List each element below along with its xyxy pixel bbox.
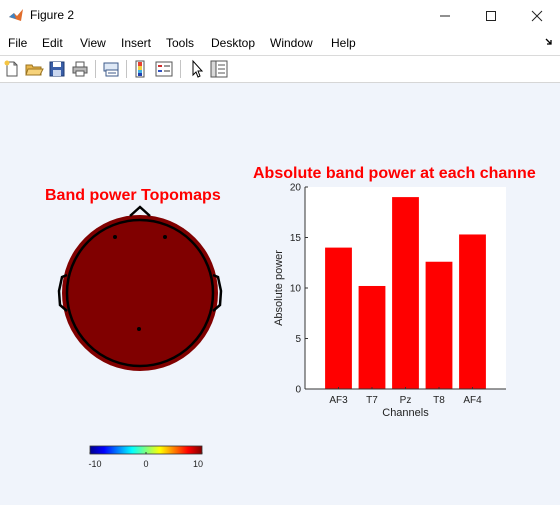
close-icon: [531, 10, 543, 21]
property-inspector-icon[interactable]: [209, 59, 229, 79]
figure-canvas: Band power Topomaps Absolute band power …: [0, 83, 560, 505]
toolbar: [0, 56, 560, 83]
window-title: Figure 2: [30, 8, 75, 22]
toolbar-separator: [95, 60, 96, 78]
toolbar-separator: [126, 60, 127, 78]
bar-af3: [325, 247, 352, 389]
bar-pz: [392, 197, 419, 389]
menu-help[interactable]: Help: [331, 36, 356, 50]
print-icon[interactable]: [70, 59, 90, 79]
menu-desktop[interactable]: Desktop: [211, 36, 256, 50]
bar-af4: [459, 234, 486, 389]
x-tick-label: Pz: [400, 395, 412, 406]
close-button[interactable]: [514, 0, 560, 31]
x-tick-label: AF4: [463, 395, 482, 406]
topomap-title: Band power Topomaps: [45, 187, 221, 204]
maximize-icon: [486, 10, 496, 21]
colorbar-tick-label: -10: [88, 459, 101, 469]
x-axis-label: Channels: [382, 407, 429, 419]
minimize-button[interactable]: [422, 0, 468, 31]
x-tick-label: T8: [433, 395, 445, 406]
bar-chart-title: Absolute band power at each channe: [253, 165, 536, 182]
bar-t8: [425, 261, 453, 389]
left-ear-outline: [57, 273, 68, 312]
bar-chart: AF3 T7 Pz T8 AF4 0 5 10 15 20 Absolute power Chan…: [273, 183, 506, 419]
edit-plot-icon[interactable]: [187, 59, 207, 79]
colorbar-icon[interactable]: [132, 59, 152, 79]
head-outline: [65, 218, 215, 368]
save-icon[interactable]: [47, 59, 67, 79]
y-tick-label: 5: [295, 334, 301, 345]
menu-tools[interactable]: Tools: [166, 36, 195, 50]
open-file-icon[interactable]: [24, 59, 44, 79]
menu-bar: File Edit View Insert Tools Desktop Wind…: [0, 31, 560, 56]
electrode-pz: [137, 327, 141, 331]
menu-file[interactable]: File: [8, 36, 28, 50]
colorbar-tick-label: 10: [193, 459, 203, 469]
new-figure-icon[interactable]: [2, 59, 22, 79]
minimize-icon: [440, 15, 450, 16]
menu-edit[interactable]: Edit: [42, 36, 63, 50]
topomap-fill: [62, 215, 218, 371]
colorbar: -10 0 10: [88, 445, 203, 469]
maximize-button[interactable]: [468, 0, 514, 31]
y-axis-label: Absolute power: [273, 250, 285, 326]
electrode-af3: [113, 235, 117, 239]
right-ear-outline: [212, 273, 223, 312]
legend-icon[interactable]: [154, 59, 174, 79]
title-bar: Figure 2: [0, 0, 560, 31]
matlab-logo-icon: [9, 9, 23, 21]
electrode-af4: [163, 235, 167, 239]
colorbar-tick-label: 0: [143, 459, 148, 469]
topomap-plot: [57, 205, 223, 371]
y-tick-label: 0: [295, 385, 301, 396]
menu-window[interactable]: Window: [270, 36, 313, 50]
toolbar-separator: [180, 60, 181, 78]
x-tick-label: AF3: [329, 395, 348, 406]
dock-arrow-icon[interactable]: [544, 37, 554, 47]
x-tick-label: T7: [366, 395, 378, 406]
nose-outline: [129, 205, 151, 217]
link-plot-icon[interactable]: [101, 59, 121, 79]
y-tick-label: 10: [290, 284, 302, 295]
menu-view[interactable]: View: [80, 36, 106, 50]
y-tick-label: 20: [290, 183, 302, 194]
bar-t7: [358, 285, 386, 389]
menu-insert[interactable]: Insert: [121, 36, 152, 50]
y-tick-label: 15: [290, 233, 302, 244]
